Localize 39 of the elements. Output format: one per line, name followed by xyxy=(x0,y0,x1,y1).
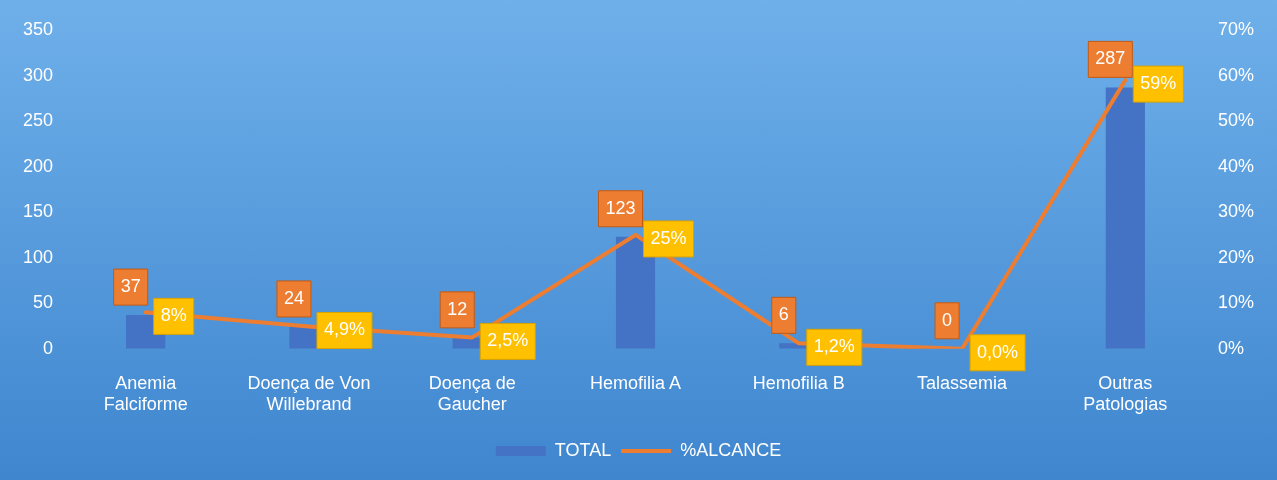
data-label: 6 xyxy=(778,304,789,325)
data-label: 123 xyxy=(605,197,636,218)
y-tick-label: 150 xyxy=(22,201,54,222)
y-tick-label: 350 xyxy=(22,18,54,39)
data-label: 4,9% xyxy=(323,319,365,340)
data-label: 25% xyxy=(650,227,687,248)
data-label: 8% xyxy=(160,305,187,326)
data-label: 287 xyxy=(1095,48,1126,69)
y2-tick-label: 40% xyxy=(1217,155,1254,176)
x-tick-label: Talassemia xyxy=(917,372,1009,393)
y2-tick-label: 50% xyxy=(1217,110,1254,131)
legend-label: %ALCANCE xyxy=(680,439,782,460)
x-tick-label: Doença de Von Willebrand xyxy=(247,372,371,415)
data-label: 2,5% xyxy=(487,330,529,351)
x-tick-label: Outras Patologias xyxy=(1083,372,1168,415)
legend-label: TOTAL xyxy=(554,439,612,460)
y-tick-label: 100 xyxy=(22,246,54,267)
y2-tick-label: 70% xyxy=(1217,18,1254,39)
x-tick-label: Hemofilia B xyxy=(752,372,845,393)
x-tick-label: Anemia Falciforme xyxy=(103,372,188,415)
data-label: 59% xyxy=(1140,73,1177,94)
y-tick-label: 300 xyxy=(22,64,54,85)
y2-tick-label: 30% xyxy=(1217,201,1254,222)
y2-tick-label: 0% xyxy=(1217,337,1244,358)
y-tick-label: 50 xyxy=(33,292,54,313)
y2-tick-label: 10% xyxy=(1217,292,1254,313)
x-tick-label: Hemofilia A xyxy=(589,372,682,393)
data-label: 1,2% xyxy=(813,336,855,357)
data-label: 0 xyxy=(942,309,953,330)
y-tick-label: 250 xyxy=(22,110,54,131)
x-tick-label: Doença de Gaucher xyxy=(428,372,516,415)
data-label: 12 xyxy=(447,298,468,319)
data-label: 37 xyxy=(120,276,141,297)
data-label: 24 xyxy=(283,287,304,308)
y-tick-label: 200 xyxy=(22,155,54,176)
data-label: 0,0% xyxy=(977,341,1019,362)
y-tick-label: 0 xyxy=(43,337,54,358)
y2-tick-label: 60% xyxy=(1217,64,1254,85)
y2-tick-label: 20% xyxy=(1217,246,1254,267)
